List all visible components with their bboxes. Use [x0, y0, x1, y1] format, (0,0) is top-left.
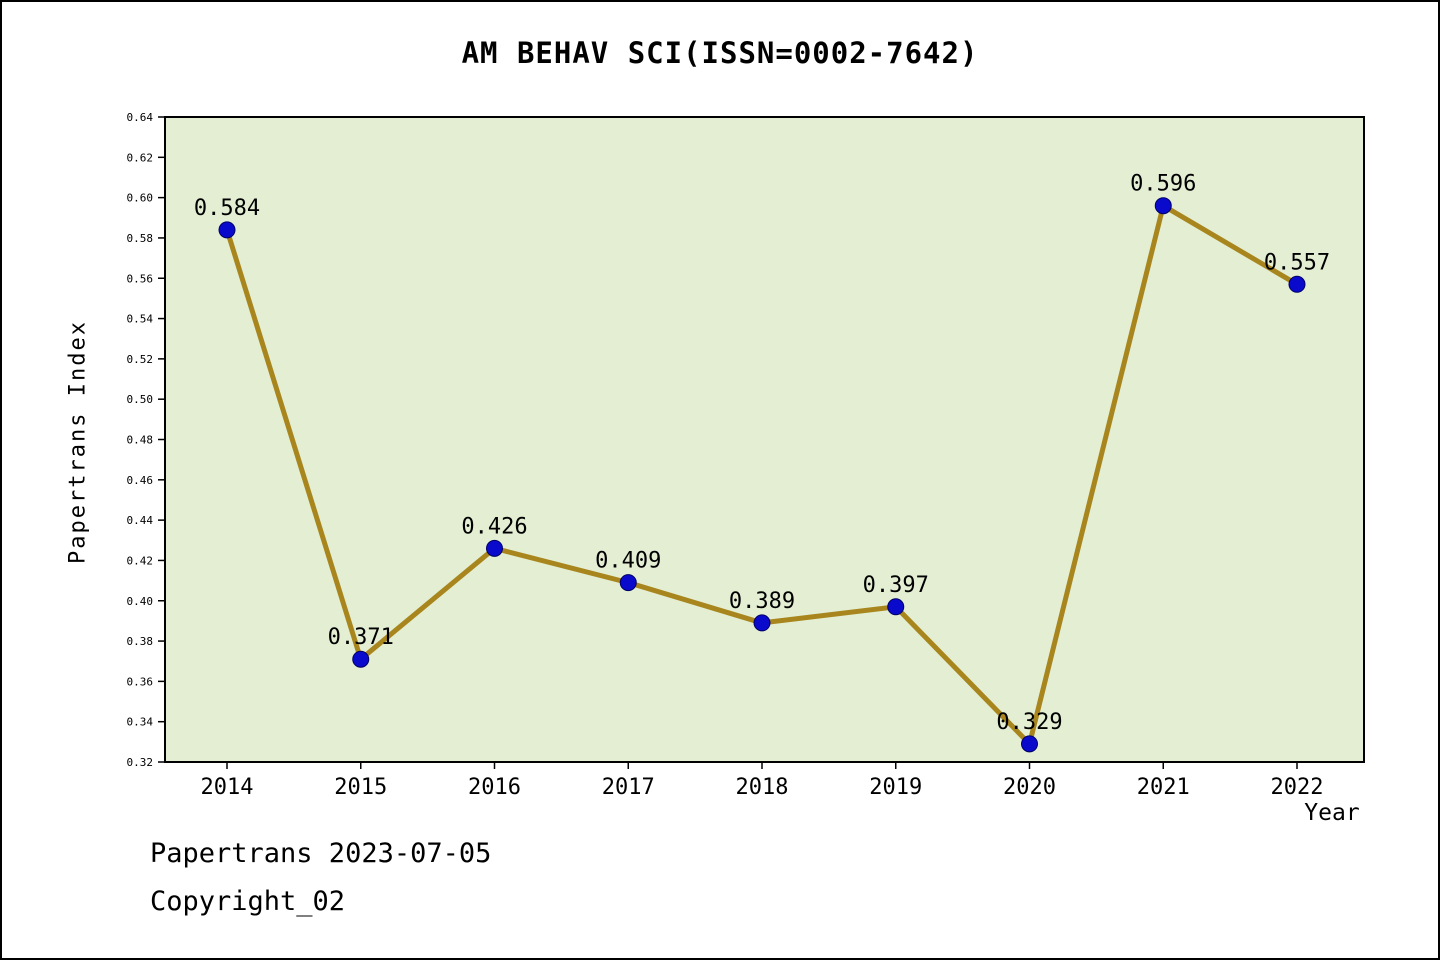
- point-label: 0.409: [595, 549, 661, 574]
- footer-source-date: Papertrans 2023-07-05: [150, 838, 492, 869]
- x-axis-label: Year: [1304, 800, 1360, 826]
- y-tick-label: 0.38: [127, 635, 154, 648]
- point-label: 0.426: [461, 514, 527, 539]
- y-tick-label: 0.44: [127, 514, 154, 527]
- data-point: [218, 221, 236, 239]
- footer-copyright: Copyright_02: [150, 886, 346, 917]
- y-tick-label: 0.48: [127, 434, 154, 447]
- y-tick-label: 0.46: [127, 474, 154, 487]
- x-tick-label: 2015: [334, 775, 387, 800]
- data-point: [486, 539, 503, 557]
- x-tick-label: 2016: [468, 775, 521, 800]
- y-tick-label: 0.52: [127, 353, 154, 366]
- y-tick-label: 0.34: [127, 716, 154, 729]
- y-tick-label: 0.56: [127, 272, 154, 285]
- data-point: [1288, 275, 1306, 293]
- x-tick-label: 2021: [1137, 775, 1190, 800]
- data-point: [352, 650, 370, 668]
- point-label: 0.557: [1264, 250, 1330, 275]
- point-label: 0.584: [194, 196, 260, 221]
- chart-title: AM BEHAV SCI(ISSN=0002-7642): [461, 36, 979, 70]
- data-point: [887, 598, 905, 616]
- x-tick-label: 2022: [1271, 775, 1324, 800]
- y-tick-label: 0.50: [127, 393, 154, 406]
- x-tick-label: 2014: [201, 775, 254, 800]
- y-tick-label: 0.54: [127, 313, 154, 326]
- data-point: [1154, 197, 1172, 215]
- point-label: 0.371: [328, 625, 394, 650]
- point-label: 0.397: [863, 573, 929, 598]
- y-tick-label: 0.32: [127, 756, 154, 769]
- point-label: 0.596: [1130, 172, 1196, 197]
- x-tick-label: 2018: [736, 775, 789, 800]
- plot-background: [164, 116, 1365, 763]
- data-point: [753, 614, 771, 632]
- y-tick-label: 0.60: [127, 192, 154, 205]
- y-tick-label: 0.58: [127, 232, 154, 245]
- data-point: [1021, 735, 1038, 753]
- y-tick-label: 0.62: [127, 151, 154, 164]
- point-label: 0.389: [729, 589, 795, 614]
- point-label: 0.329: [996, 710, 1062, 735]
- x-tick-label: 2019: [869, 775, 922, 800]
- x-tick-label: 2020: [1003, 775, 1056, 800]
- y-tick-label: 0.40: [127, 595, 154, 608]
- y-tick-label: 0.36: [127, 675, 154, 688]
- y-tick-label: 0.42: [127, 554, 154, 567]
- data-point: [619, 574, 637, 592]
- y-tick-label: 0.64: [127, 111, 154, 124]
- x-tick-label: 2017: [602, 775, 655, 800]
